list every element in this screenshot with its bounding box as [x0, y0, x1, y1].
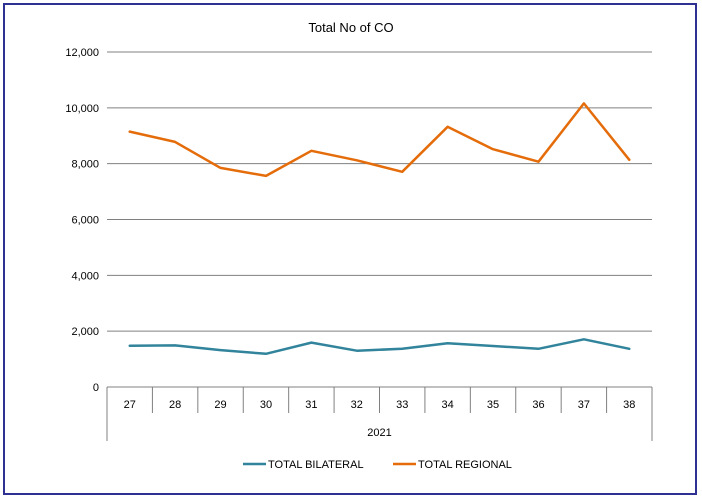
chart-title: Total No of CO	[308, 20, 393, 35]
x-tick-label: 34	[442, 399, 454, 411]
gridlines	[107, 51, 652, 388]
x-group-label: 2021	[367, 427, 391, 439]
x-tick-label: 37	[578, 399, 590, 411]
legend-label: TOTAL REGIONAL	[418, 459, 512, 471]
series-lines	[128, 102, 631, 356]
chart-frame	[3, 3, 697, 495]
x-tick-label: 33	[396, 399, 408, 411]
series-line	[128, 338, 631, 356]
x-tick-label: 38	[623, 399, 635, 411]
x-tick-label: 31	[305, 399, 317, 411]
y-tick-label: 4,000	[71, 270, 99, 282]
y-tick-label: 6,000	[71, 215, 99, 227]
x-tick-label: 30	[260, 399, 272, 411]
x-tick-label: 32	[351, 399, 363, 411]
x-tick-label: 27	[124, 399, 136, 411]
y-tick-label: 0	[93, 382, 99, 394]
series-line	[128, 102, 631, 178]
y-tick-label: 2,000	[71, 326, 99, 338]
x-axis: 27 28 29 30 31 32 33 34 35 36 37 38 2021	[106, 387, 653, 441]
y-axis-ticks: 0 2,000 4,000 6,000 8,000 10,000 12,000	[65, 47, 99, 394]
legend-label: TOTAL BILATERAL	[268, 459, 364, 471]
x-tick-label: 36	[532, 399, 544, 411]
y-tick-label: 12,000	[65, 47, 99, 59]
y-tick-label: 8,000	[71, 159, 99, 171]
x-tick-label: 35	[487, 399, 499, 411]
legend: TOTAL BILATERAL TOTAL REGIONAL	[243, 459, 512, 471]
x-tick-label: 28	[169, 399, 181, 411]
x-tick-label: 29	[214, 399, 226, 411]
y-tick-label: 10,000	[65, 103, 99, 115]
